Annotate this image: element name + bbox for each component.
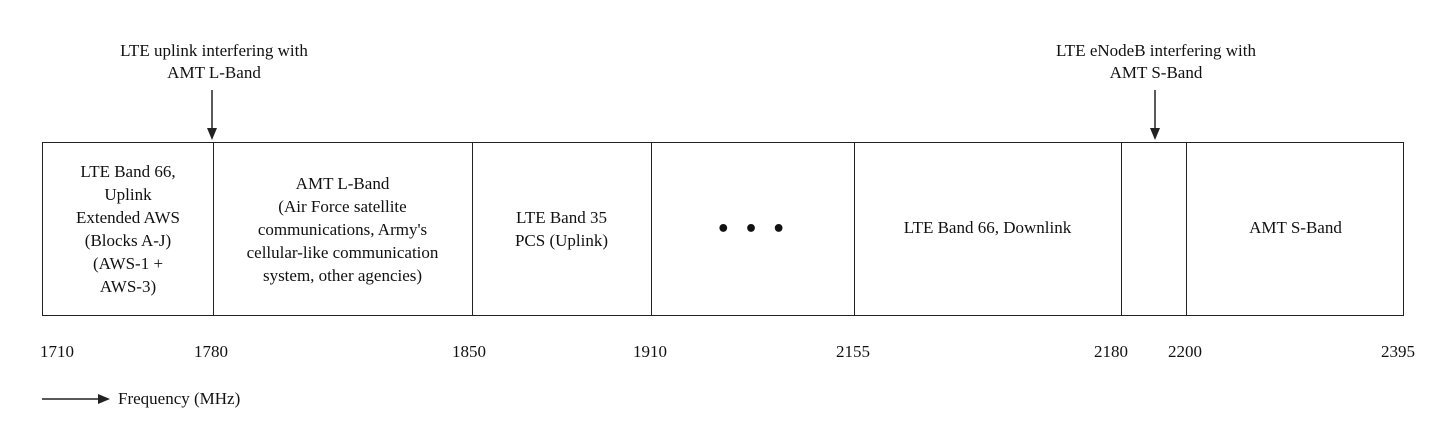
annotation-enodeb-line-2: AMT S-Band: [1109, 63, 1203, 82]
band-line: LTE Band 66, Downlink: [903, 217, 1072, 237]
divider-1850: [472, 143, 473, 315]
legend-label: Frequency (MHz): [118, 389, 241, 408]
band-amt-s-band: AMT S-Band: [1186, 143, 1405, 315]
band-line: (Air Force satellite: [278, 196, 407, 216]
band-lte35-pcs: LTE Band 35 PCS (Uplink): [472, 143, 651, 315]
tick-label: 2155: [836, 342, 870, 361]
band-ellipsis: • • •: [651, 143, 854, 315]
divider-2180: [1121, 143, 1122, 315]
band-line: AWS-3): [99, 277, 157, 296]
band-line: Extended AWS: [76, 208, 180, 227]
band-line: AMT S-Band: [1249, 217, 1342, 237]
divider-1910: [651, 143, 652, 315]
band-gap-2180-2200: [1121, 143, 1186, 315]
ellipsis-icon: • • •: [716, 216, 789, 242]
tick-label: 2200: [1168, 342, 1202, 361]
band-line: system, other agencies): [262, 265, 423, 285]
band-amt-l-band: AMT L-Band (Air Force satellite communic…: [213, 143, 472, 315]
tick-label: 2180: [1094, 342, 1128, 361]
band-line: LTE Band 66,: [80, 162, 176, 181]
annotation-enodeb: LTE eNodeB interfering with AMT S-Band: [1036, 40, 1276, 84]
band-line: PCS (Uplink): [514, 231, 609, 250]
band-lte66-uplink: LTE Band 66, Uplink Extended AWS (Blocks…: [43, 143, 213, 315]
annotation-uplink: LTE uplink interfering with AMT L-Band: [104, 40, 324, 84]
band-line: (AWS-1 +: [92, 254, 164, 273]
tick-label: 1850: [452, 342, 486, 361]
band-line: Uplink: [104, 185, 152, 204]
annotation-enodeb-line-1: LTE eNodeB interfering with: [1055, 41, 1256, 60]
annotation-uplink-line-1: LTE uplink interfering with: [120, 41, 308, 60]
divider-1780: [213, 143, 214, 315]
divider-2200: [1186, 143, 1187, 315]
tick-label: 1710: [40, 342, 74, 361]
tick-label: 1780: [194, 342, 228, 361]
band-line: AMT L-Band: [295, 173, 390, 193]
divider-2155: [854, 143, 855, 315]
band-strip: LTE Band 66, Uplink Extended AWS (Blocks…: [42, 142, 1404, 316]
frequency-legend: Frequency (MHz): [42, 388, 240, 410]
band-line: cellular-like communication: [246, 242, 439, 262]
band-line: LTE Band 35: [516, 208, 607, 227]
band-lte66-downlink: LTE Band 66, Downlink: [854, 143, 1121, 315]
tick-label: 2395: [1381, 342, 1415, 361]
band-line: communications, Army's: [257, 219, 428, 239]
annotation-uplink-line-2: AMT L-Band: [167, 63, 261, 82]
arrow-right-icon: [42, 394, 110, 404]
tick-label: 1910: [633, 342, 667, 361]
band-line: (Blocks A-J): [84, 231, 172, 250]
